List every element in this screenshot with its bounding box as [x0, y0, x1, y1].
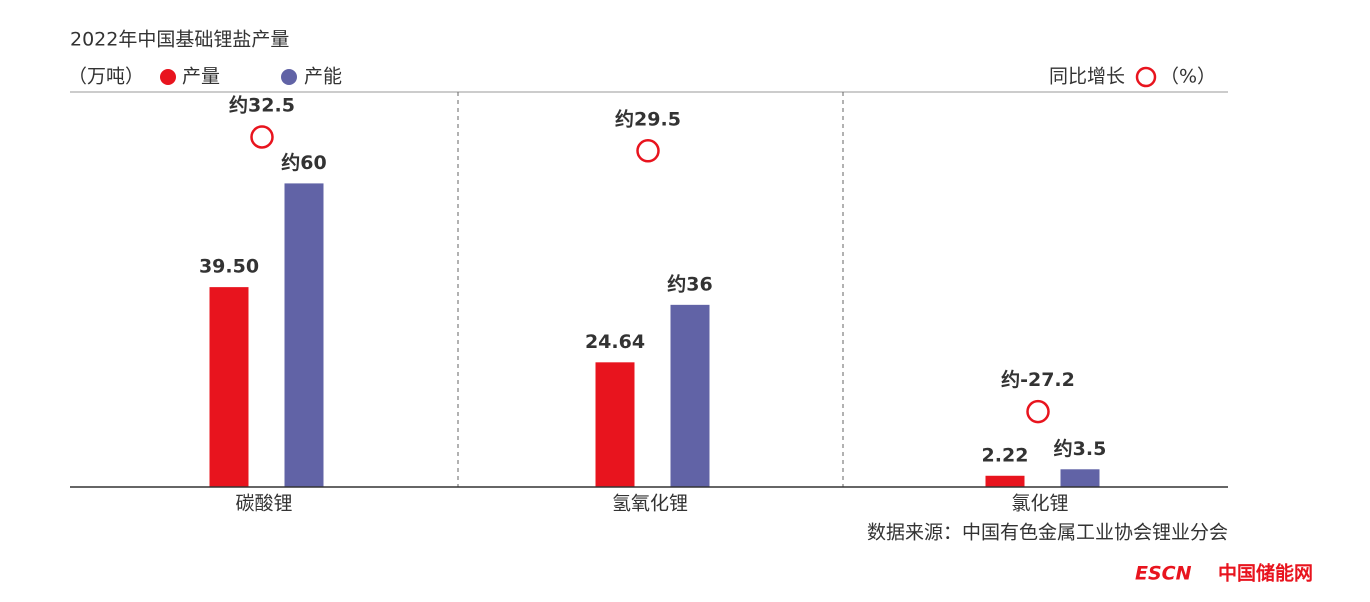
bar — [985, 475, 1025, 487]
unit-label: （万吨） — [68, 66, 144, 88]
bar — [209, 287, 249, 487]
growth-marker — [636, 139, 660, 163]
legend-marker — [281, 69, 297, 85]
x-tick-label: 碳酸锂 — [235, 493, 292, 515]
bar — [595, 362, 635, 487]
value-label: 24.64 — [585, 331, 645, 353]
growth-label: 约32.5 — [229, 94, 295, 117]
bar — [670, 304, 710, 487]
value-label: 2.22 — [982, 444, 1029, 466]
chart-title: 2022年中国基础锂盐产量 — [70, 29, 289, 51]
value-label: 约3.5 — [1054, 437, 1107, 460]
source: 数据来源：中国有色金属工业协会锂业分会 — [867, 522, 1228, 544]
logo-en: ESCN — [1135, 563, 1192, 585]
value-label: 约36 — [667, 272, 712, 295]
x-tick-label: 氯化锂 — [1011, 493, 1068, 515]
legend-label: 产量 — [182, 66, 220, 88]
legend-label: 产能 — [304, 66, 342, 88]
value-label: 约60 — [281, 151, 326, 174]
legend-marker — [160, 69, 176, 85]
legend-marker — [1135, 66, 1157, 88]
legend-unit: （%） — [1160, 66, 1216, 88]
growth-label: 约29.5 — [615, 107, 681, 130]
growth-marker — [250, 125, 274, 149]
bar — [284, 183, 324, 487]
growth-marker — [1026, 399, 1050, 424]
legend-label: 同比增长 — [1049, 66, 1125, 88]
x-tick-label: 氢氧化锂 — [612, 493, 688, 515]
bar — [1060, 469, 1100, 487]
value-label: 39.50 — [199, 256, 259, 278]
logo-cn: 中国储能网 — [1218, 562, 1313, 585]
growth-label: 约-27.2 — [1001, 368, 1075, 391]
